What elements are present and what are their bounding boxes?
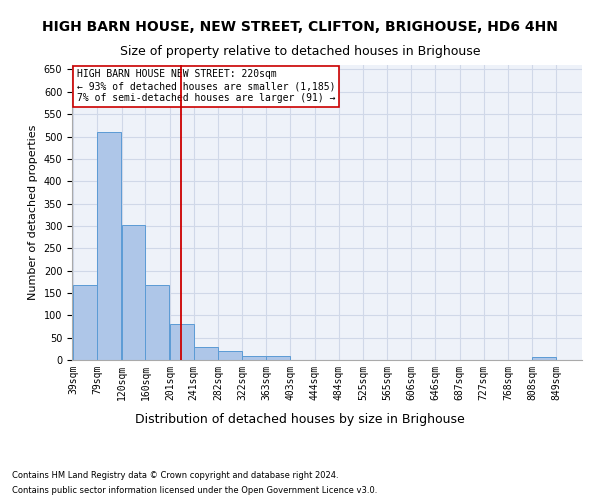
- Bar: [532, 357, 556, 360]
- Bar: [73, 285, 97, 360]
- Y-axis label: Number of detached properties: Number of detached properties: [28, 125, 38, 300]
- Bar: [97, 132, 121, 360]
- Text: HIGH BARN HOUSE, NEW STREET, CLIFTON, BRIGHOUSE, HD6 4HN: HIGH BARN HOUSE, NEW STREET, CLIFTON, BR…: [42, 20, 558, 34]
- Bar: [122, 225, 145, 360]
- Bar: [218, 351, 242, 360]
- Bar: [266, 356, 290, 360]
- Bar: [145, 285, 169, 360]
- Text: Distribution of detached houses by size in Brighouse: Distribution of detached houses by size …: [135, 412, 465, 426]
- Bar: [242, 356, 266, 360]
- Text: Contains public sector information licensed under the Open Government Licence v3: Contains public sector information licen…: [12, 486, 377, 495]
- Bar: [170, 324, 194, 360]
- Text: HIGH BARN HOUSE NEW STREET: 220sqm
← 93% of detached houses are smaller (1,185)
: HIGH BARN HOUSE NEW STREET: 220sqm ← 93%…: [77, 70, 335, 102]
- Text: Size of property relative to detached houses in Brighouse: Size of property relative to detached ho…: [120, 45, 480, 58]
- Bar: [194, 346, 218, 360]
- Text: Contains HM Land Registry data © Crown copyright and database right 2024.: Contains HM Land Registry data © Crown c…: [12, 471, 338, 480]
